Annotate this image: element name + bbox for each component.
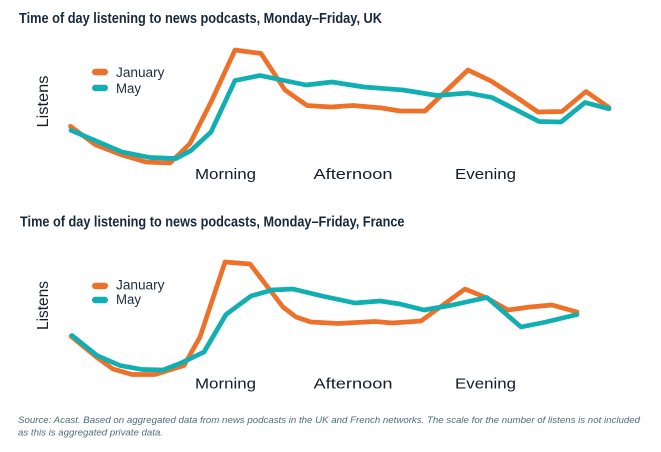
svg-text:May: May xyxy=(116,81,141,96)
svg-text:Evening: Evening xyxy=(455,166,516,183)
svg-text:as this is aggregated private: as this is aggregated private data. xyxy=(18,428,163,439)
svg-text:Listens: Listens xyxy=(35,281,52,330)
svg-text:Afternoon: Afternoon xyxy=(314,376,393,393)
svg-text:Morning: Morning xyxy=(195,376,256,393)
svg-text:Evening: Evening xyxy=(455,376,516,393)
svg-text:May: May xyxy=(116,292,141,307)
svg-text:Morning: Morning xyxy=(195,166,256,183)
svg-text:Afternoon: Afternoon xyxy=(314,166,393,183)
svg-text:Time of day listening to news: Time of day listening to news podcasts, … xyxy=(19,11,382,27)
svg-text:Time of day listening to news: Time of day listening to news podcasts, … xyxy=(20,215,405,231)
svg-text:January: January xyxy=(116,278,165,293)
svg-text:January: January xyxy=(116,65,165,80)
svg-text:Source: Acast. Based on aggreg: Source: Acast. Based on aggregated data … xyxy=(18,415,641,426)
svg-text:Listens: Listens xyxy=(35,76,52,128)
